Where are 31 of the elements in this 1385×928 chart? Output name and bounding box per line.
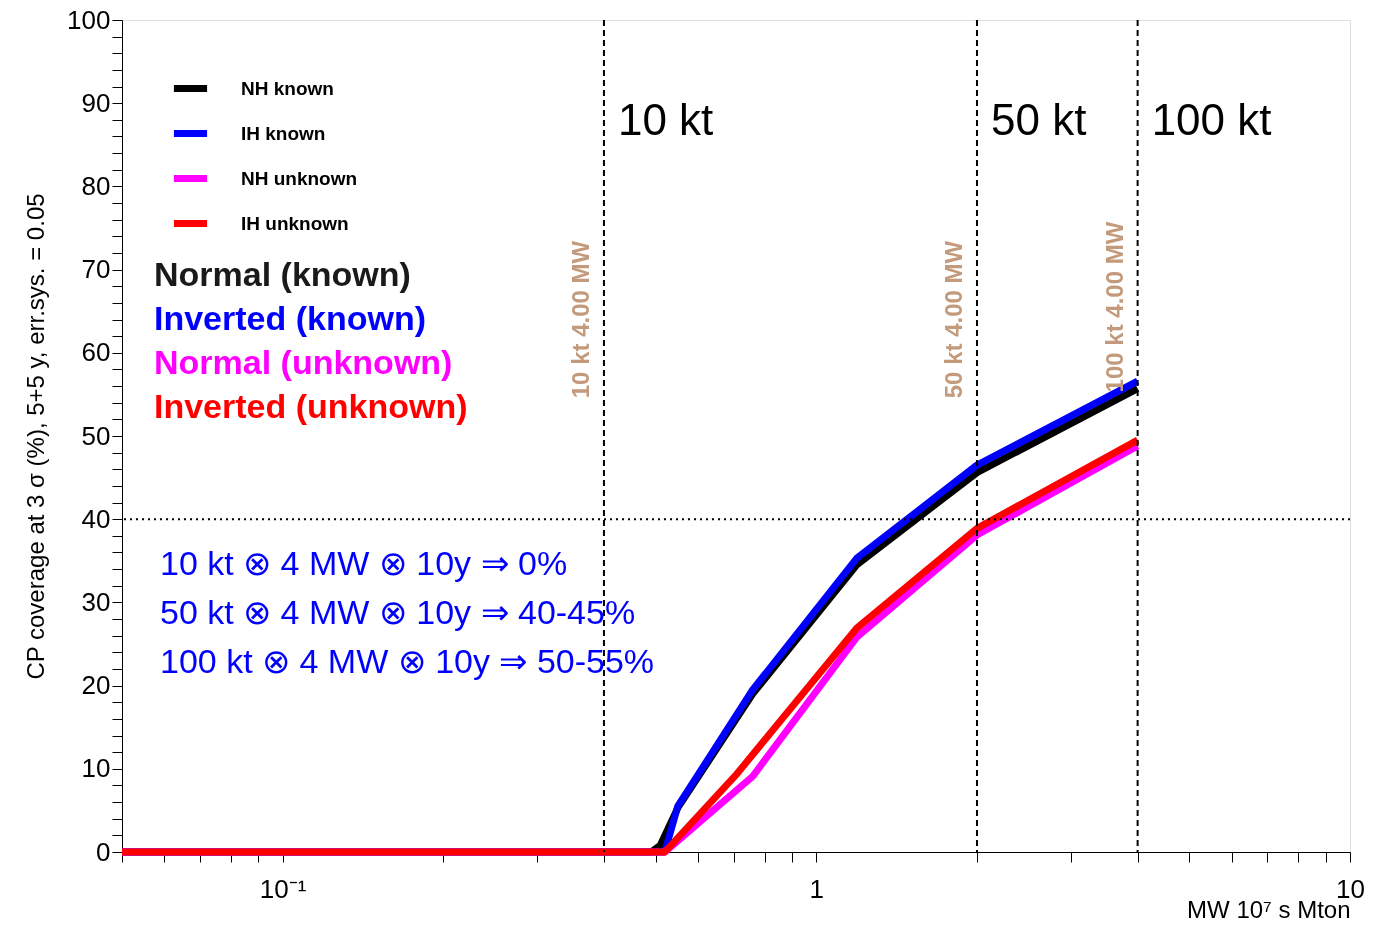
y-tick-label: 20 bbox=[81, 670, 111, 701]
annotation: 100 kt 4.00 MW bbox=[1100, 221, 1128, 393]
ref-line-label: 10 kt bbox=[617, 95, 714, 144]
annotation: 10 kt ⊗ 4 MW ⊗ 10y ⇒ 0% bbox=[160, 544, 568, 582]
annotation: 100 kt ⊗ 4 MW ⊗ 10y ⇒ 50-55% bbox=[160, 642, 655, 680]
annotation: Normal (unknown) bbox=[154, 343, 453, 381]
ref-line-label: 100 kt bbox=[1151, 95, 1272, 144]
y-axis-title: CP coverage at 3 σ (%), 5+5 y, err.sys. = 0.05 bbox=[22, 193, 50, 680]
legend-label: NH known bbox=[241, 77, 334, 99]
ref-line-label: 50 kt bbox=[990, 95, 1087, 144]
annotation: Inverted (unknown) bbox=[154, 387, 468, 425]
y-tick-label: 60 bbox=[81, 337, 111, 368]
legend-label: NH unknown bbox=[241, 167, 358, 189]
annotation: Inverted (known) bbox=[154, 299, 427, 337]
y-tick-label: 100 bbox=[67, 4, 111, 35]
annotation: Normal (known) bbox=[154, 255, 411, 293]
annotation: 10 kt 4.00 MW bbox=[566, 240, 594, 399]
y-tick-label: 80 bbox=[81, 170, 111, 201]
y-tick-label: 70 bbox=[81, 254, 111, 285]
x-tick-label: 10⁻¹ bbox=[259, 873, 307, 904]
legend-label: IH known bbox=[241, 122, 326, 144]
y-tick-label: 10 bbox=[81, 753, 111, 784]
annotation: 50 kt 4.00 MW bbox=[939, 240, 967, 399]
y-tick-label: 90 bbox=[81, 87, 111, 118]
y-tick-label: 50 bbox=[81, 420, 111, 451]
y-tick-label: 40 bbox=[81, 503, 111, 534]
x-tick-label: 1 bbox=[809, 873, 825, 904]
y-tick-label: 30 bbox=[81, 586, 111, 617]
y-tick-label: 0 bbox=[96, 836, 111, 867]
annotation: 50 kt ⊗ 4 MW ⊗ 10y ⇒ 40-45% bbox=[160, 593, 636, 631]
legend-label: IH unknown bbox=[241, 212, 349, 234]
